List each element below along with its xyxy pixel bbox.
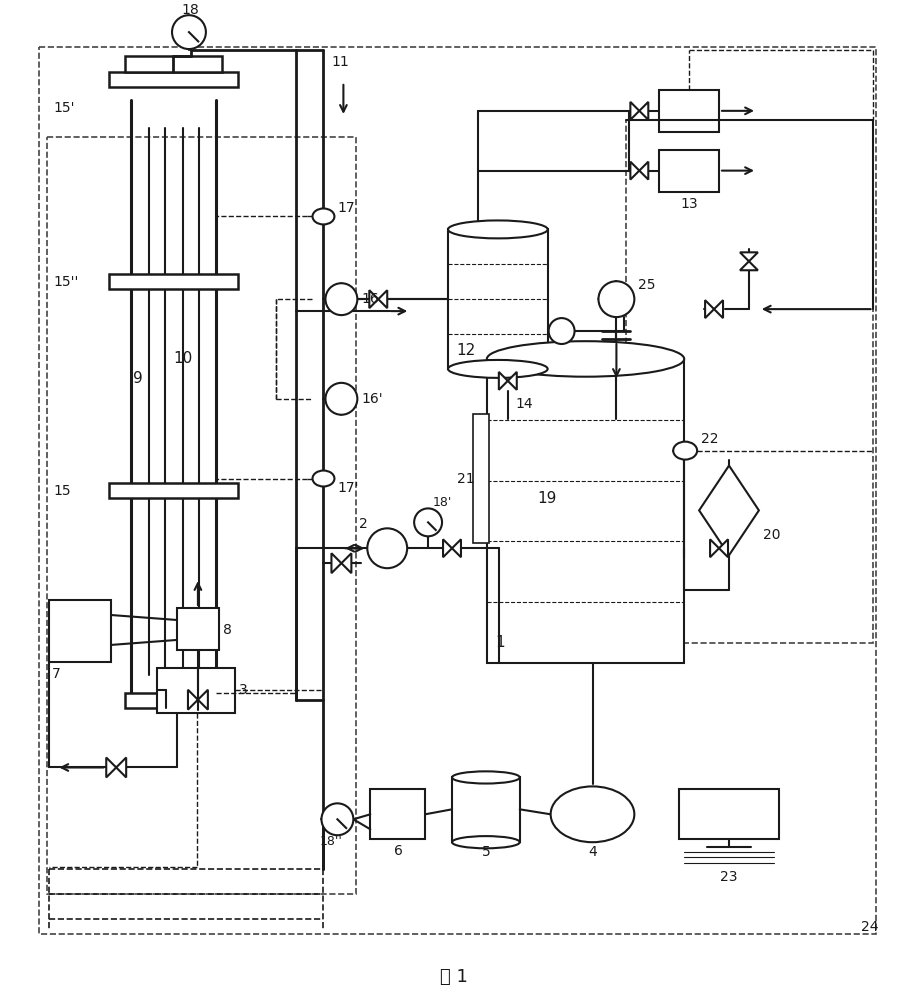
Bar bbox=[370, 789, 425, 840]
Text: 25: 25 bbox=[638, 278, 656, 292]
Text: 5: 5 bbox=[481, 845, 490, 859]
Bar bbox=[47, 137, 356, 894]
Polygon shape bbox=[630, 161, 639, 179]
Text: 3: 3 bbox=[239, 682, 248, 697]
Circle shape bbox=[321, 803, 353, 836]
Ellipse shape bbox=[452, 771, 519, 783]
Ellipse shape bbox=[312, 471, 334, 487]
Bar bbox=[109, 72, 238, 87]
Bar bbox=[125, 692, 222, 708]
Polygon shape bbox=[379, 290, 387, 308]
Polygon shape bbox=[106, 757, 116, 777]
Text: 1: 1 bbox=[495, 635, 505, 650]
Polygon shape bbox=[452, 539, 461, 557]
Polygon shape bbox=[116, 757, 126, 777]
Polygon shape bbox=[740, 261, 758, 270]
Polygon shape bbox=[443, 539, 452, 557]
Circle shape bbox=[172, 15, 206, 49]
Text: 23: 23 bbox=[720, 870, 738, 884]
Text: 15': 15' bbox=[54, 101, 75, 115]
Ellipse shape bbox=[673, 442, 697, 460]
Ellipse shape bbox=[550, 786, 635, 843]
Text: 22: 22 bbox=[701, 431, 718, 446]
Bar bbox=[109, 484, 238, 498]
Text: 18': 18' bbox=[433, 496, 452, 509]
Text: 2: 2 bbox=[360, 517, 368, 531]
Ellipse shape bbox=[448, 221, 548, 238]
Polygon shape bbox=[370, 290, 379, 308]
Text: 8: 8 bbox=[222, 623, 232, 637]
Text: 4: 4 bbox=[588, 845, 597, 859]
Text: 20: 20 bbox=[763, 528, 780, 542]
Polygon shape bbox=[188, 689, 198, 710]
Text: 15'': 15'' bbox=[54, 275, 79, 289]
Bar bbox=[452, 777, 519, 843]
Text: 图 1: 图 1 bbox=[440, 968, 468, 986]
Bar bbox=[473, 413, 489, 543]
Polygon shape bbox=[714, 300, 723, 319]
Text: 6: 6 bbox=[394, 844, 402, 858]
Text: 18: 18 bbox=[181, 3, 199, 17]
Circle shape bbox=[325, 283, 358, 316]
Circle shape bbox=[598, 281, 635, 318]
Text: 21: 21 bbox=[457, 472, 475, 486]
Ellipse shape bbox=[368, 528, 407, 569]
Polygon shape bbox=[498, 372, 508, 390]
Circle shape bbox=[414, 508, 442, 536]
Bar bbox=[627, 120, 873, 643]
Ellipse shape bbox=[452, 836, 519, 849]
Text: 14: 14 bbox=[516, 397, 533, 411]
Polygon shape bbox=[639, 161, 648, 179]
Bar bbox=[679, 789, 779, 839]
Bar bbox=[157, 668, 235, 713]
Text: 9: 9 bbox=[133, 371, 143, 386]
Polygon shape bbox=[639, 102, 648, 120]
Polygon shape bbox=[719, 539, 728, 557]
Text: 19: 19 bbox=[537, 491, 557, 506]
Text: 16': 16' bbox=[361, 392, 383, 406]
Bar bbox=[125, 56, 222, 72]
Bar bbox=[487, 359, 684, 663]
Text: 15: 15 bbox=[54, 485, 71, 499]
Text: 11: 11 bbox=[331, 55, 350, 69]
Polygon shape bbox=[508, 372, 517, 390]
Bar bbox=[39, 47, 876, 933]
Circle shape bbox=[548, 319, 575, 344]
Bar bbox=[659, 90, 719, 132]
Text: 17': 17' bbox=[338, 482, 359, 496]
Text: 18'': 18'' bbox=[320, 835, 342, 848]
Ellipse shape bbox=[487, 341, 684, 377]
Text: 12: 12 bbox=[456, 344, 475, 359]
Ellipse shape bbox=[448, 360, 548, 378]
Text: 7: 7 bbox=[52, 667, 60, 680]
Bar bbox=[109, 274, 238, 289]
Bar bbox=[448, 230, 548, 369]
Polygon shape bbox=[331, 553, 341, 574]
Polygon shape bbox=[699, 466, 759, 555]
Polygon shape bbox=[198, 689, 208, 710]
Polygon shape bbox=[341, 553, 351, 574]
Text: 16: 16 bbox=[361, 292, 379, 306]
Bar bbox=[659, 150, 719, 192]
Polygon shape bbox=[740, 252, 758, 261]
Bar bbox=[49, 600, 112, 662]
Polygon shape bbox=[630, 102, 639, 120]
Text: 10: 10 bbox=[173, 352, 192, 367]
Ellipse shape bbox=[312, 209, 334, 225]
Polygon shape bbox=[710, 539, 719, 557]
Circle shape bbox=[325, 383, 358, 414]
Text: 17: 17 bbox=[338, 202, 355, 216]
Polygon shape bbox=[706, 300, 714, 319]
Bar bbox=[177, 608, 219, 650]
Text: 13: 13 bbox=[680, 197, 698, 211]
Text: 24: 24 bbox=[861, 920, 878, 933]
